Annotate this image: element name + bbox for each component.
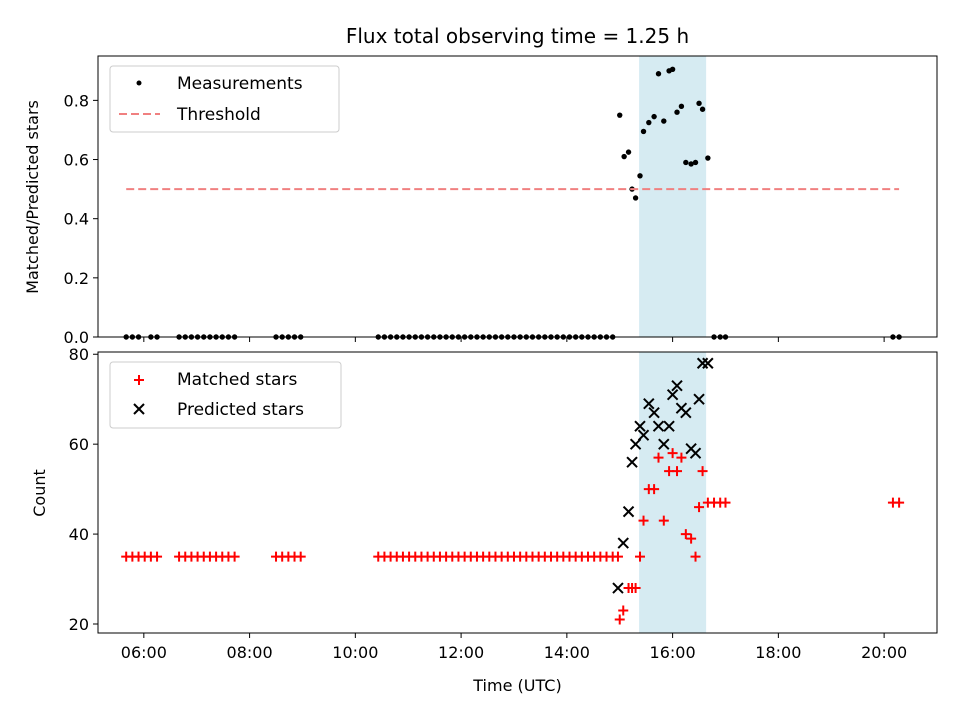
- legend-predicted-marker: [133, 403, 145, 415]
- predicted-star-point: [658, 438, 670, 450]
- measurement-point: [661, 118, 667, 124]
- top-ytick-label: 0.2: [64, 269, 89, 288]
- top-legend-frame: [109, 65, 340, 133]
- top-title: Flux total observing time = 1.25 h: [346, 24, 689, 48]
- matched-star-point: [229, 551, 240, 562]
- measurement-point: [625, 149, 632, 155]
- predicted-star-point: [637, 429, 650, 441]
- matched-star-point: [686, 533, 697, 544]
- legend-predicted-label: Predicted stars: [177, 400, 304, 420]
- xtick-label: 08:00: [227, 643, 273, 662]
- xtick-label: 06:00: [121, 643, 167, 662]
- predicted-star-point: [693, 393, 705, 405]
- measurement-point: [705, 155, 711, 161]
- bottom-ytick-label: 60: [69, 435, 89, 454]
- xtick-label: 12:00: [438, 643, 484, 662]
- measurement-point: [699, 106, 706, 112]
- measurement-point: [646, 119, 652, 126]
- matched-star-point: [720, 497, 731, 508]
- legend-measurements-label: Measurements: [177, 74, 303, 94]
- legend-matched-label: Matched stars: [177, 370, 297, 390]
- matched-star-point: [697, 466, 708, 477]
- bottom-plot: 20 40 60 80 06:00 08:00 10:00 12:00 14:00 16:00 1…: [30, 345, 938, 695]
- measurement-point: [692, 159, 699, 166]
- matched-star-point: [658, 515, 669, 526]
- bottom-ytick-label: 20: [69, 615, 89, 634]
- bottom-ytick-label: 40: [69, 525, 89, 544]
- measurement-point: [688, 161, 694, 167]
- predicted-star-point: [702, 357, 714, 369]
- bottom-legend-frame: [109, 361, 342, 429]
- measurement-point: [669, 66, 676, 73]
- predicted-star-point: [629, 438, 642, 450]
- matched-star-point: [667, 448, 678, 459]
- bottom-plot-frame: [97, 351, 938, 634]
- predicted-star-point: [643, 397, 655, 410]
- measurement-point: [637, 173, 643, 179]
- matched-star-point: [676, 452, 687, 463]
- predicted-star-point: [652, 420, 665, 432]
- predicted-star-point: [622, 505, 635, 518]
- matched-star-point: [612, 551, 623, 562]
- measurement-point: [678, 103, 685, 109]
- top-ytick-label: 0.0: [64, 328, 89, 347]
- measurement-point: [674, 109, 680, 115]
- legend-matched-marker: [134, 375, 144, 385]
- top-ytick-label: 0.6: [64, 151, 89, 170]
- predicted-star-point: [671, 380, 683, 392]
- legend-measurements-marker: [136, 80, 142, 86]
- predicted-star-point: [689, 447, 702, 459]
- predicted-star-point: [648, 406, 660, 419]
- predicted-star-point: [666, 389, 679, 401]
- measurement-point: [640, 128, 647, 135]
- predicted-star-point: [617, 537, 629, 549]
- measurement-point: [651, 113, 657, 120]
- matched-star-point: [649, 484, 660, 495]
- bottom-ytick-label: 80: [69, 345, 89, 364]
- matched-star-point: [680, 529, 691, 540]
- highlight-span: [639, 352, 707, 633]
- xtick-label: 10:00: [332, 643, 378, 662]
- matched-star-point: [653, 452, 664, 463]
- predicted-star-point: [626, 456, 638, 468]
- matched-star-point: [152, 551, 163, 562]
- measurement-point: [696, 100, 702, 107]
- top-ytick-label: 0.8: [64, 91, 89, 110]
- predicted-star-point: [612, 582, 624, 594]
- matched-star-point: [630, 583, 641, 594]
- xtick-label: 14:00: [544, 643, 590, 662]
- top-ytick-label: 0.4: [64, 210, 89, 229]
- measurement-point: [621, 153, 627, 160]
- predicted-star-point: [634, 420, 646, 432]
- top-plot: 0.0 0.2 0.4 0.6 0.8 Flux total observing tim…: [23, 24, 938, 347]
- xtick-label: 16:00: [650, 643, 696, 662]
- bottom-legend: Matched stars Predicted stars: [109, 361, 342, 429]
- bottom-ylabel: Count: [30, 469, 49, 517]
- predicted-star-point: [680, 406, 692, 419]
- measurement-point: [683, 159, 689, 166]
- xtick-label: 18:00: [755, 643, 801, 662]
- predicted-star-point: [663, 420, 675, 432]
- matched-star-point: [614, 614, 625, 625]
- measurement-point: [632, 195, 639, 201]
- matched-star-point: [295, 551, 306, 562]
- bottom-xlabel: Time (UTC): [472, 676, 561, 695]
- top-ylabel: Matched/Predicted stars: [23, 100, 42, 294]
- measurement-point: [655, 71, 662, 77]
- matched-star-point: [690, 551, 701, 562]
- legend-threshold-label: Threshold: [176, 105, 261, 125]
- matched-star-point: [894, 497, 905, 508]
- matched-star-point: [694, 502, 705, 513]
- top-legend: Measurements Threshold: [109, 65, 340, 133]
- matched-star-point: [618, 605, 629, 616]
- highlight-span: [639, 56, 707, 337]
- matched-star-point: [635, 551, 646, 562]
- matched-star-point: [672, 466, 683, 477]
- xtick-label: 20:00: [861, 643, 907, 662]
- measurement-point: [617, 112, 623, 118]
- top-plot-frame: [97, 55, 938, 338]
- matched-star-point: [638, 515, 649, 526]
